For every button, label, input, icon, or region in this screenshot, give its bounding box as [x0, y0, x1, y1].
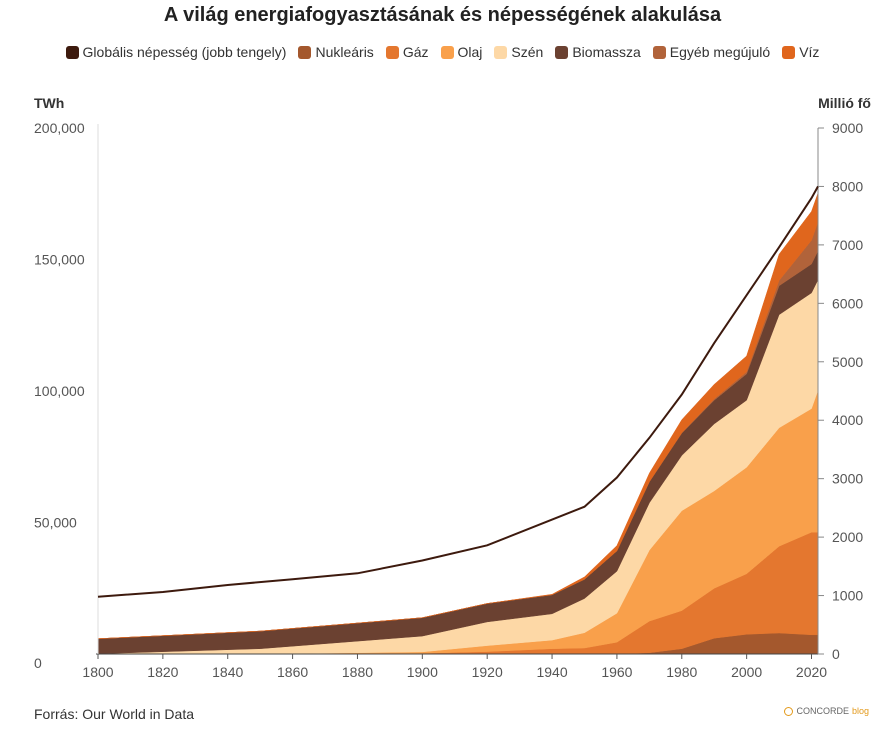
- legend-label-coal: Szén: [511, 44, 544, 60]
- y-tick-left-label: 100,000: [34, 383, 85, 399]
- x-tick-label: 1920: [472, 664, 503, 680]
- legend-item-other_renewables: Egyéb megújuló: [652, 44, 771, 60]
- y-tick-right-label: 4000: [832, 412, 863, 428]
- legend-swatch-hydro: [782, 45, 796, 59]
- y-tick-right-label: 1000: [832, 588, 863, 604]
- brand-logo: CONCORDE blog: [784, 706, 869, 716]
- legend: Globális népesség (jobb tengely) Nukleári…: [0, 44, 885, 60]
- y-tick-right-label: 5000: [832, 354, 863, 370]
- logo-icon: [784, 706, 794, 716]
- x-tick-label: 1800: [82, 664, 113, 680]
- x-tick-label: 2000: [731, 664, 762, 680]
- y-tick-right-label: 9000: [832, 120, 863, 136]
- legend-label-oil: Olaj: [457, 44, 483, 60]
- legend-swatch-other_renewables: [652, 45, 666, 59]
- y-axis-label-right: Millió fő: [818, 95, 871, 111]
- y-tick-right-label: 3000: [832, 471, 863, 487]
- x-tick-label: 1880: [342, 664, 373, 680]
- legend-swatch-nuclear: [298, 45, 312, 59]
- y-axis-label-left: TWh: [34, 95, 65, 111]
- chart-title: A világ energiafogyasztásának és népessé…: [163, 4, 722, 26]
- x-tick-label: 1900: [407, 664, 438, 680]
- legend-label-biomass: Biomassza: [572, 44, 641, 60]
- y-tick-left-label: 200,000: [34, 120, 85, 136]
- x-tick-label: 1980: [666, 664, 697, 680]
- y-tick-right-label: 6000: [832, 295, 863, 311]
- x-tick-label: 1960: [601, 664, 632, 680]
- legend-label-gas: Gáz: [402, 44, 429, 60]
- legend-label-other_renewables: Egyéb megújuló: [669, 44, 771, 60]
- legend-swatch-biomass: [555, 45, 569, 59]
- area-layers: [97, 192, 819, 655]
- y-tick-right-label: 2000: [832, 529, 863, 545]
- legend-item-oil: Olaj: [440, 44, 483, 60]
- y-tick-right-label: 7000: [832, 237, 863, 253]
- legend-swatch-oil: [440, 45, 454, 59]
- x-tick-label: 1820: [147, 664, 178, 680]
- x-tick-label: 1840: [212, 664, 243, 680]
- logo-text: CONCORDE: [796, 706, 849, 716]
- legend-item-nuclear: Nukleáris: [298, 44, 374, 60]
- population-line: [97, 185, 819, 598]
- legend-label-nuclear: Nukleáris: [315, 44, 374, 60]
- legend-item-population: Globális népesség (jobb tengely): [65, 44, 287, 60]
- y-tick-left-label: 50,000: [34, 515, 77, 531]
- x-tick-label: 1940: [536, 664, 567, 680]
- legend-item-gas: Gáz: [385, 44, 429, 60]
- legend-label-hydro: Víz: [799, 44, 820, 60]
- legend-item-biomass: Biomassza: [555, 44, 641, 60]
- x-tick-label: 1860: [277, 664, 308, 680]
- y-tick-right-label: 8000: [832, 178, 863, 194]
- x-tick-label: 2020: [796, 664, 827, 680]
- legend-item-coal: Szén: [494, 44, 543, 60]
- legend-item-hydro: Víz: [782, 44, 819, 60]
- legend-swatch-population: [65, 45, 79, 59]
- y-tick-right-label: 0: [832, 646, 840, 662]
- logo-suffix: blog: [851, 706, 869, 716]
- legend-swatch-gas: [385, 45, 399, 59]
- y-tick-left-label: 0: [34, 655, 42, 671]
- legend-label-population: Globális népesség (jobb tengely): [82, 44, 287, 60]
- legend-swatch-coal: [494, 45, 508, 59]
- y-tick-left-label: 150,000: [34, 252, 85, 268]
- source-note: Forrás: Our World in Data: [34, 706, 195, 722]
